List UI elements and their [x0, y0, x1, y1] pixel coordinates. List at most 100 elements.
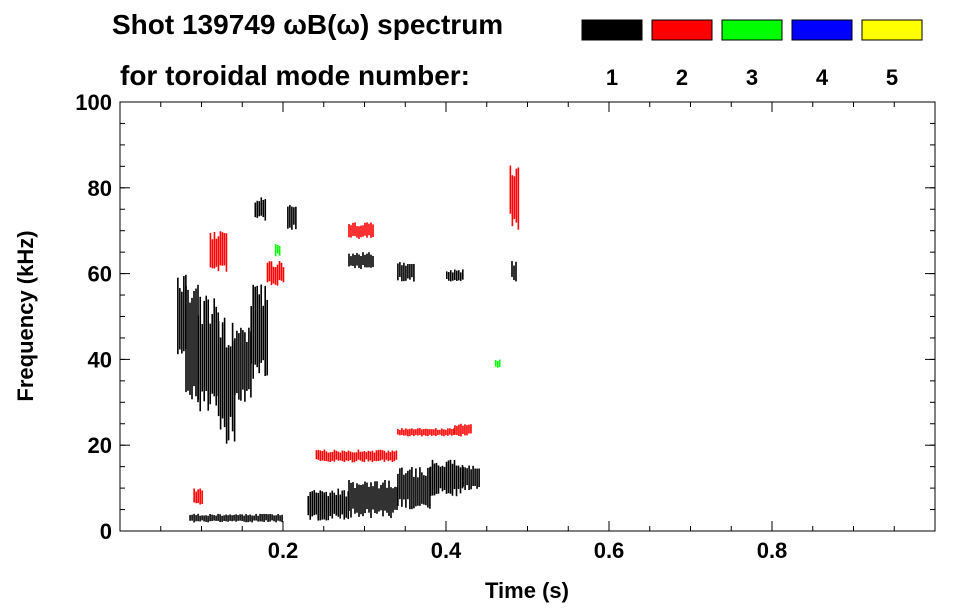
spectrum-streak [261, 514, 263, 522]
spectrum-streak [456, 425, 458, 436]
spectrum-streak [399, 429, 401, 436]
spectrum-streak [362, 225, 364, 237]
spectrum-streak [423, 475, 425, 505]
spectrum-streak [462, 269, 464, 280]
spectrum-streak [421, 472, 423, 504]
spectrum-streak [397, 263, 399, 281]
spectrum-streak [439, 466, 442, 489]
spectrum-streak [317, 492, 320, 521]
spectrum-streak [466, 425, 468, 436]
spectrum-streak [364, 254, 366, 268]
spectrum-region-mode-1-15 [397, 262, 415, 282]
spectrum-streak [195, 491, 197, 504]
spectrum-streak [431, 459, 434, 496]
spectrum-streak [435, 462, 438, 495]
spectrum-streak [219, 337, 222, 430]
spectrum-streak [223, 515, 225, 521]
spectrum-streak [250, 331, 252, 398]
spectrum-streak [433, 429, 435, 436]
spectrum-streak [242, 330, 244, 390]
spectrum-streak [321, 451, 324, 461]
spectrum-streak [425, 475, 427, 506]
spectrum-streak [401, 428, 403, 435]
spectrum-streak [201, 490, 203, 505]
spectrum-streak [355, 452, 358, 462]
spectrum-streak [350, 256, 352, 266]
spectrum-streak [295, 206, 297, 230]
spectrum-streak [470, 469, 472, 490]
spectrum-streak [266, 262, 269, 283]
spectrum-streak [213, 298, 216, 397]
spectrum-streak [460, 272, 462, 281]
spectrum-streak [333, 492, 336, 514]
spectrum-streak [207, 515, 209, 523]
spectrum-streak [409, 428, 411, 437]
spectrum-streak [177, 277, 179, 355]
spectrum-streak [348, 253, 350, 267]
legend-swatch-mode-3 [721, 19, 783, 41]
spectrum-streak [362, 252, 364, 266]
spectrum-streak [511, 261, 513, 277]
spectrum-streak [441, 465, 444, 492]
spectrum-streak [363, 451, 366, 463]
spectrum-streak [199, 488, 201, 505]
spectrum-streak [339, 452, 342, 461]
y-tick-label: 40 [88, 347, 112, 372]
spectrum-streak [267, 514, 269, 522]
spectrum-streak [240, 327, 242, 401]
spectrum-streak [233, 514, 235, 521]
spectrum-streak [215, 515, 217, 521]
spectrum-streak [335, 494, 338, 516]
spectrum-streak [379, 449, 382, 461]
spectrum-streak [237, 515, 239, 521]
spectrum-streak [396, 487, 398, 510]
spectrum-streak [213, 231, 216, 269]
spectrum-streak [274, 267, 277, 285]
spectrum-streak [360, 485, 362, 515]
spectrum-streak [347, 450, 350, 462]
spectrum-streak [191, 297, 193, 400]
spectrum-streak [197, 315, 200, 400]
spectrum-streak [517, 167, 520, 230]
spectrum-streak [382, 482, 384, 517]
spectrum-streak [447, 428, 449, 436]
spectrum-streak [279, 515, 281, 522]
spectrum-region-mode-1-11 [397, 467, 431, 510]
spectrum-streak [339, 494, 342, 519]
spectrum-streak [445, 461, 448, 494]
spectrum-streak [419, 467, 421, 506]
spectrum-streak [209, 514, 211, 522]
spectrum-streak [515, 261, 517, 282]
spectrum-streak [201, 515, 203, 521]
spectrum-streak [195, 515, 197, 522]
spectrum-streak [417, 477, 419, 506]
spectrum-streak [443, 429, 445, 437]
spectrum-streak [211, 514, 213, 522]
spectrum-streak [352, 253, 354, 267]
spectrum-streak [282, 267, 285, 283]
spectrum-streak [327, 452, 330, 462]
spectrum-streak [235, 514, 237, 522]
spectrum-streak [271, 514, 273, 521]
spectrum-streak [403, 474, 405, 500]
spectrum-streak [351, 452, 354, 463]
spectrum-streak [457, 465, 460, 489]
spectrum-streak [447, 460, 450, 494]
spectrum-streak [238, 333, 240, 400]
spectrum-streak [460, 423, 462, 437]
spectrum-streak [354, 487, 356, 514]
legend-swatch-mode-5 [861, 19, 923, 41]
spectrum-streak [319, 450, 322, 461]
spectrum-streak [470, 424, 472, 434]
spectrum-streak [331, 451, 334, 461]
spectrum-streak [327, 496, 330, 521]
spectrum-streak [234, 338, 236, 395]
spectrum-streak [450, 270, 452, 282]
spectrum-streak [225, 347, 228, 444]
spectrum-streak [439, 429, 441, 435]
spectrum-region-mode-1-6 [254, 197, 267, 221]
legend-label-mode-1: 1 [606, 65, 618, 90]
spectrum-streak [225, 514, 227, 522]
spectrum-streak [515, 168, 518, 223]
spectrum-streak [197, 513, 199, 522]
